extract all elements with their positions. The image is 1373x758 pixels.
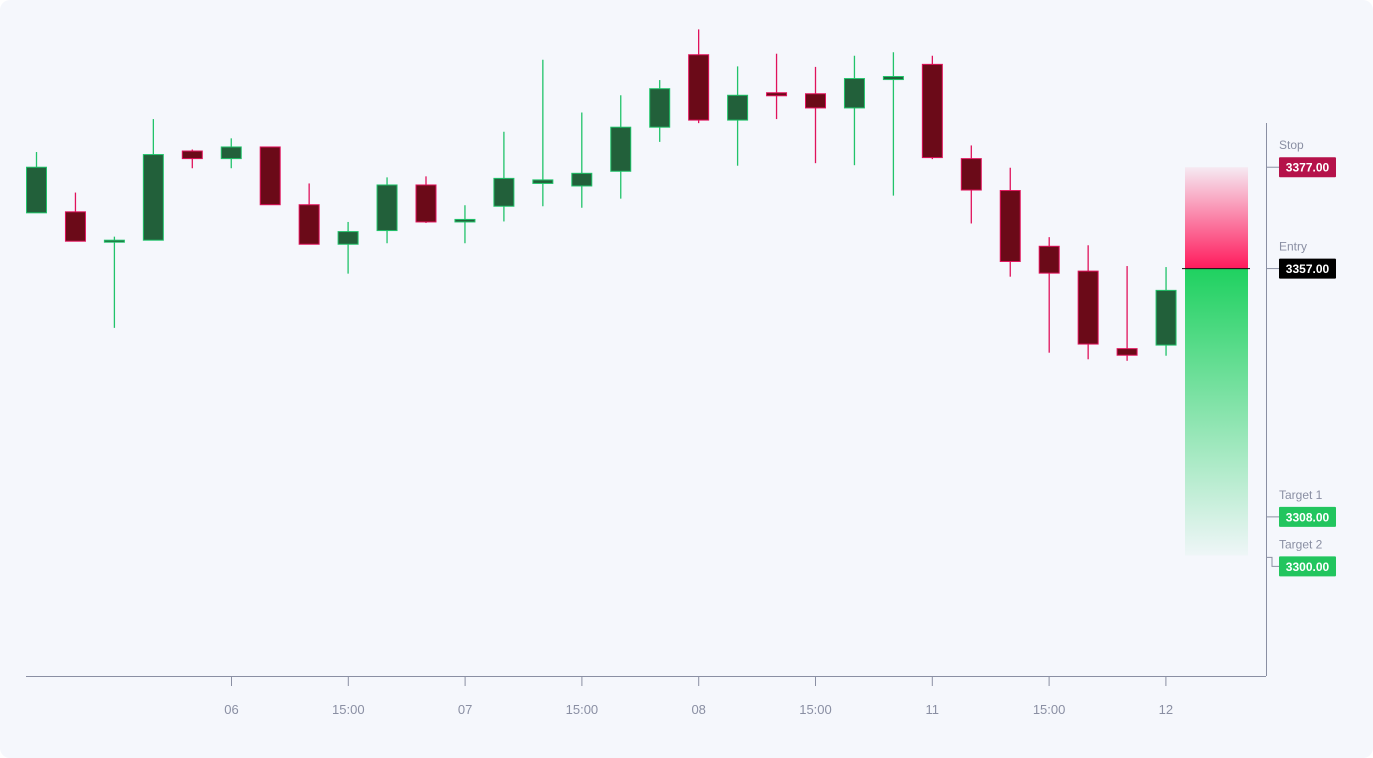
target2-caption: Target 2 [1279,537,1323,551]
candle[interactable] [921,55,943,160]
x-tick-label: 11 [926,702,940,717]
candle-body [26,166,47,214]
candle[interactable] [337,221,359,274]
candle[interactable] [142,119,164,241]
stop-caption: Stop [1279,138,1304,152]
candle-body [1077,270,1099,345]
candle-body [571,172,593,187]
target1-badge [1279,506,1336,527]
candle[interactable] [103,236,125,328]
x-tick-label: 15:00 [566,702,599,717]
candle[interactable] [727,66,749,166]
candle-body [1116,348,1138,356]
candle[interactable] [220,138,242,169]
candle[interactable] [1038,237,1060,353]
target1-badge-text: 3308.00 [1286,510,1330,524]
entry-badge [1279,258,1336,279]
candle[interactable] [610,95,632,199]
target1-caption: Target 1 [1279,488,1323,502]
candle-body [960,158,982,191]
candle-body [142,154,164,241]
reward-zone [1185,268,1248,556]
candle[interactable] [181,149,203,169]
candle[interactable] [26,152,47,214]
stop-badge [1279,157,1336,178]
candle-body [493,177,515,207]
candle[interactable] [571,112,593,208]
candle-body [532,179,554,184]
candle-body [882,76,904,81]
x-tick-label: 07 [458,702,472,717]
entry-badge-text: 3357.00 [1286,262,1330,276]
candle-body [805,93,826,109]
candle[interactable] [843,55,865,166]
candle[interactable] [1155,267,1177,356]
candle-body [259,146,281,206]
x-tick-label: 06 [224,702,238,717]
entry-caption: Entry [1279,240,1307,254]
candle-body [843,78,865,109]
candle-body [337,231,359,245]
candle-body [220,146,242,160]
x-tick-label: 15:00 [332,702,365,717]
candle-body [181,150,203,160]
x-tick-label: 15:00 [799,702,832,717]
candle-body [1155,289,1177,346]
candle[interactable] [259,146,281,206]
candle[interactable] [649,80,671,142]
stop-badge-text: 3377.00 [1286,161,1330,175]
candle-body [727,94,749,121]
candle-body [1038,245,1060,274]
candle-body [454,218,476,223]
candle-body [376,184,398,232]
candle-body [298,204,320,245]
candle[interactable] [298,183,320,245]
candle[interactable] [1077,245,1099,360]
candle[interactable] [766,53,788,120]
x-tick-label: 08 [691,702,705,717]
candle[interactable] [415,176,437,223]
candle[interactable] [1116,266,1138,361]
candle[interactable] [493,131,515,222]
candle-body [921,63,943,159]
candle[interactable] [688,29,710,124]
candle-body [103,239,125,243]
candle[interactable] [805,66,826,164]
x-tick-label: 15:00 [1033,702,1066,717]
candle[interactable] [376,177,398,244]
target2-connector [1267,556,1279,567]
candle-body [688,54,710,121]
candle-body [64,211,86,242]
candle[interactable] [64,192,86,242]
target2-badge [1279,556,1336,577]
candle-body [766,92,788,97]
candle[interactable] [960,145,982,224]
candle-body [610,126,632,172]
risk-zone [1185,167,1248,269]
candle[interactable] [532,59,554,207]
x-tick-label: 12 [1159,702,1173,717]
candle[interactable] [882,52,904,196]
candle-body [999,190,1021,262]
candle-body [415,184,437,223]
candle[interactable] [454,205,476,244]
target2-badge-text: 3300.00 [1286,560,1330,574]
candle-body [649,88,671,128]
candle[interactable] [999,167,1021,277]
